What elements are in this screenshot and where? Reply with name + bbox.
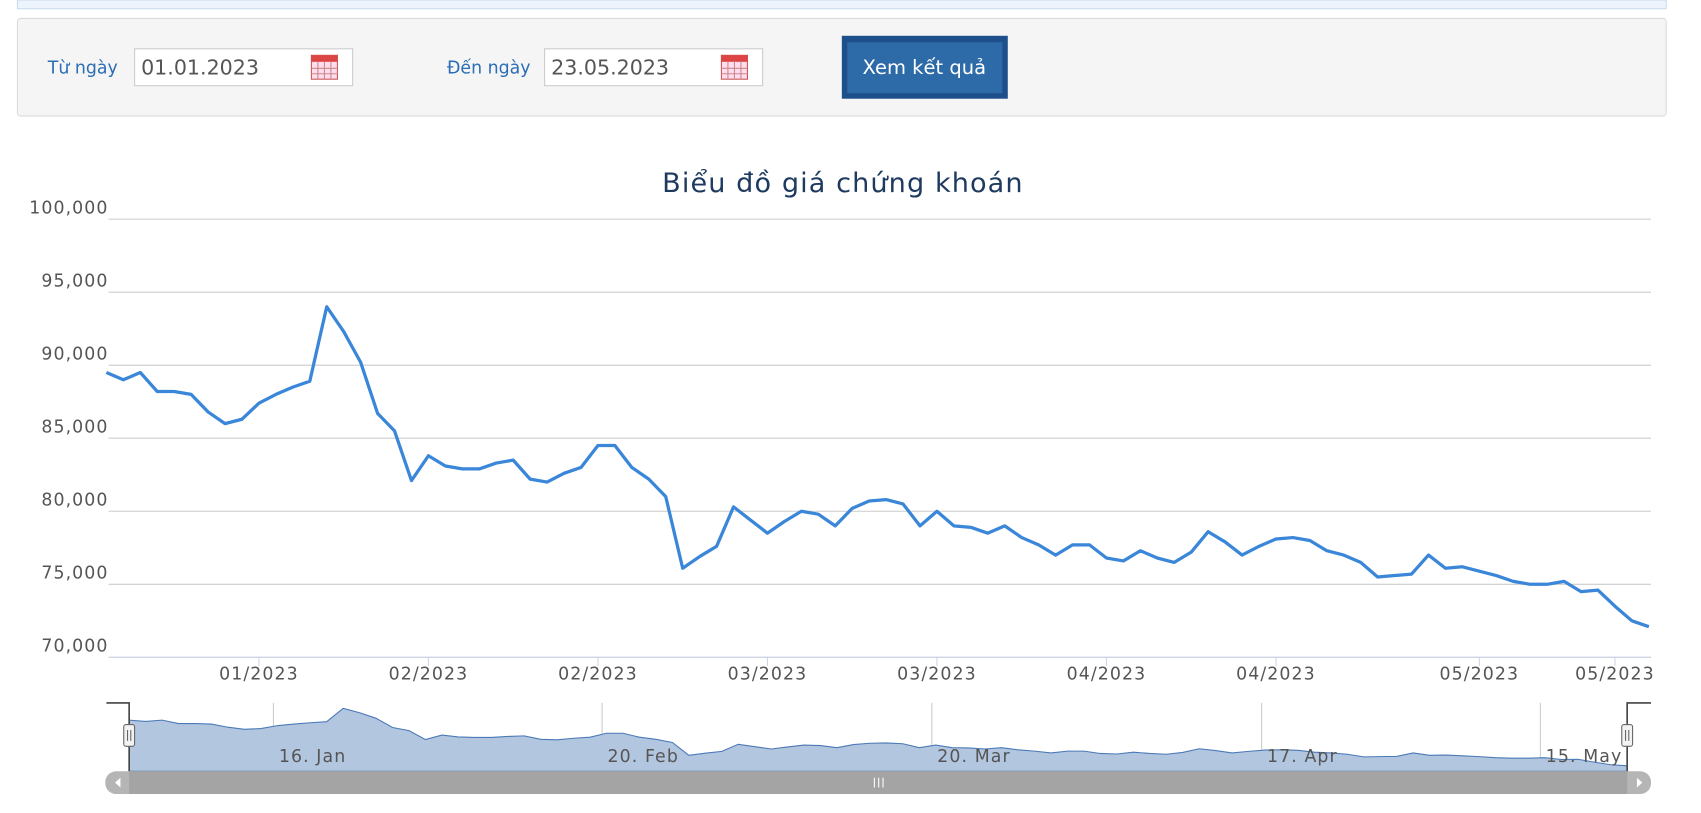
y-tick-label: 75,000 [41,563,108,583]
y-tick-label: 80,000 [41,490,108,510]
y-tick-label: 70,000 [41,636,108,656]
navigator-outline [106,702,1652,772]
x-tick-label: 04/2023 [1236,665,1316,685]
navigator-label: 15. May [1546,747,1623,767]
x-tick-label: 05/2023 [1575,665,1655,685]
x-tick-label: 01/2023 [219,665,299,685]
calendar-icon[interactable] [310,54,338,80]
price-line [105,305,1650,629]
navigator-area [128,707,1628,772]
from-label: Từ ngày [47,58,118,78]
x-tick-label: 03/2023 [728,665,808,685]
scroll-left[interactable] [115,777,121,788]
navigator-label: 17. Apr [1267,747,1338,767]
x-tick-label: 02/2023 [558,665,638,685]
y-tick-label: 100,000 [29,198,108,218]
scroll-right[interactable] [1636,777,1643,788]
to-value: 23.05.2023 [551,55,669,79]
navigator-handle[interactable] [1621,724,1634,747]
top-strip [16,0,1667,10]
navigator-label: 16. Jan [279,747,346,767]
navigator-label: 20. Feb [608,747,679,767]
handle-grip [1624,730,1630,741]
submit-button[interactable]: Xem kết quả [841,35,1008,99]
scrollbar-grip [873,777,884,788]
y-tick-label: 85,000 [41,417,108,437]
navigator-handle[interactable] [123,724,136,747]
from-value: 01.01.2023 [141,55,259,79]
x-tick-label: 05/2023 [1440,665,1520,685]
navigator-label: 20. Mar [937,747,1010,767]
chart-title: Biểu đồ giá chứng khoán [662,168,1023,199]
x-tick-label: 02/2023 [389,665,469,685]
x-tick-label: 04/2023 [1067,665,1147,685]
button-label: Xem kết quả [862,56,986,79]
x-tick-label: 03/2023 [897,665,977,685]
to-label: Đến ngày [447,57,531,78]
calendar-icon[interactable] [720,54,748,80]
y-tick-label: 90,000 [41,344,108,364]
y-tick-label: 95,000 [41,271,108,291]
handle-grip [126,730,132,741]
